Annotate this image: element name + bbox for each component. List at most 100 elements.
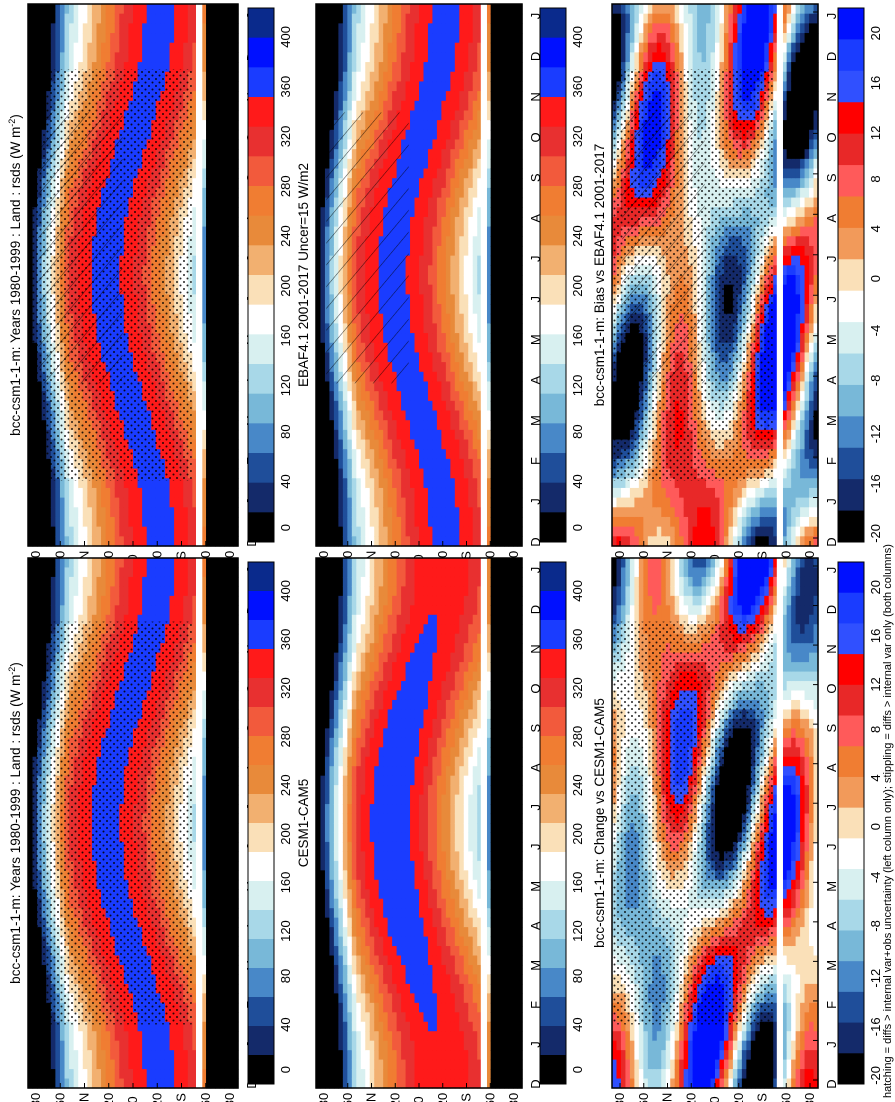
heatmap-cell [210, 216, 216, 228]
heatmap-cell [224, 468, 230, 479]
heatmap-cell [69, 13, 75, 24]
heatmap-cell [187, 586, 193, 597]
heatmap-cell [228, 226, 235, 237]
heatmap-cell [164, 1059, 171, 1070]
heatmap-cell [174, 1050, 180, 1061]
colorbar-tick-label: 360 [278, 76, 293, 98]
heatmap-cell [233, 216, 239, 228]
heatmap-cell [155, 497, 161, 508]
heatmap-cell [206, 681, 212, 692]
heatmap-cell [105, 52, 111, 63]
heatmap-cell [187, 576, 193, 587]
heatmap-cell [201, 207, 207, 218]
heatmap-cell [192, 129, 198, 141]
heatmap-cell [119, 52, 125, 63]
heatmap-cell [178, 62, 184, 73]
heatmap-cell [105, 1040, 111, 1051]
heatmap-cell [146, 1050, 152, 1061]
heatmap-cell [228, 42, 235, 53]
heatmap-cell [210, 908, 216, 919]
heatmap-cell [201, 342, 207, 354]
heatmap-cell [215, 785, 221, 796]
heatmap-cell [41, 526, 47, 537]
heatmap-cell [219, 371, 225, 383]
heatmap-cell [119, 478, 125, 489]
colorbar-swatch [248, 215, 274, 246]
heatmap-cell [210, 728, 216, 739]
heatmap-cell [114, 1040, 120, 1051]
heatmap-cell [91, 52, 98, 63]
heatmap-cell [73, 4, 79, 15]
heatmap-cell [137, 62, 143, 73]
heatmap-cell [87, 62, 93, 73]
heatmap-cell [206, 1002, 212, 1013]
heatmap-cell [37, 33, 43, 44]
heatmap-cell [87, 507, 93, 518]
heatmap-cell [215, 120, 221, 131]
heatmap-cell [64, 595, 70, 606]
heatmap-cell [224, 91, 230, 102]
heatmap-cell [87, 4, 93, 15]
heatmap-cell [87, 526, 93, 537]
heatmap-cell [228, 410, 235, 421]
heatmap-cell [206, 804, 212, 815]
heatmap-cell [128, 4, 134, 15]
heatmap-cell [114, 536, 120, 547]
heatmap-cell [206, 323, 212, 334]
heatmap-cell [151, 23, 157, 34]
heatmap-cell [215, 62, 221, 73]
heatmap-cell [151, 33, 157, 44]
heatmap-cell [210, 197, 216, 208]
heatmap-cell [119, 526, 125, 537]
heatmap-cell [192, 429, 198, 441]
heatmap-cell [210, 586, 216, 597]
heatmap-cell [210, 4, 216, 15]
heatmap-cell [151, 52, 157, 63]
heatmap-cell [233, 62, 239, 73]
heatmap-cell [119, 23, 125, 34]
heatmap-cell [32, 62, 38, 73]
heatmap-cell [28, 1050, 34, 1061]
heatmap-cell [174, 497, 180, 508]
heatmap-cell [206, 699, 212, 711]
heatmap-cell [178, 33, 184, 44]
heatmap-cell [219, 439, 225, 450]
heatmap-cell [183, 52, 189, 63]
heatmap-cell [87, 497, 93, 508]
heatmap-cell [174, 1069, 180, 1080]
heatmap-cell [73, 558, 79, 569]
heatmap-cell [206, 586, 212, 597]
heatmap-cell [32, 52, 38, 63]
heatmap-cell [219, 255, 225, 266]
heatmap-cell [82, 478, 88, 489]
heatmap-cell [215, 699, 221, 711]
heatmap-cell [219, 168, 225, 179]
heatmap-cell [110, 33, 116, 44]
heatmap-cell [155, 1069, 161, 1080]
heatmap-cell [87, 1050, 93, 1061]
heatmap-cell [91, 567, 98, 578]
heatmap-cell [233, 381, 239, 392]
heatmap-cell [160, 586, 166, 597]
heatmap-cell [59, 1040, 66, 1051]
heatmap-cell [192, 381, 198, 392]
heatmap-cell [78, 1040, 84, 1051]
heatmap-cell [123, 1050, 130, 1061]
heatmap-cell [137, 605, 143, 616]
heatmap-cell [55, 497, 61, 508]
heatmap-cell [201, 13, 207, 24]
heatmap-cell [192, 149, 198, 160]
heatmap-cell [155, 1059, 161, 1070]
colorbar-tick-label: 160 [278, 325, 293, 347]
heatmap-cell [64, 558, 70, 569]
heatmap-cell [155, 42, 161, 53]
heatmap-cell [69, 52, 75, 63]
heatmap-cell [46, 487, 52, 499]
heatmap-cell [210, 275, 216, 286]
heatmap-cell [41, 576, 47, 587]
heatmap-cell [110, 478, 116, 489]
heatmap-cell [187, 526, 193, 537]
heatmap-cell [210, 709, 216, 720]
